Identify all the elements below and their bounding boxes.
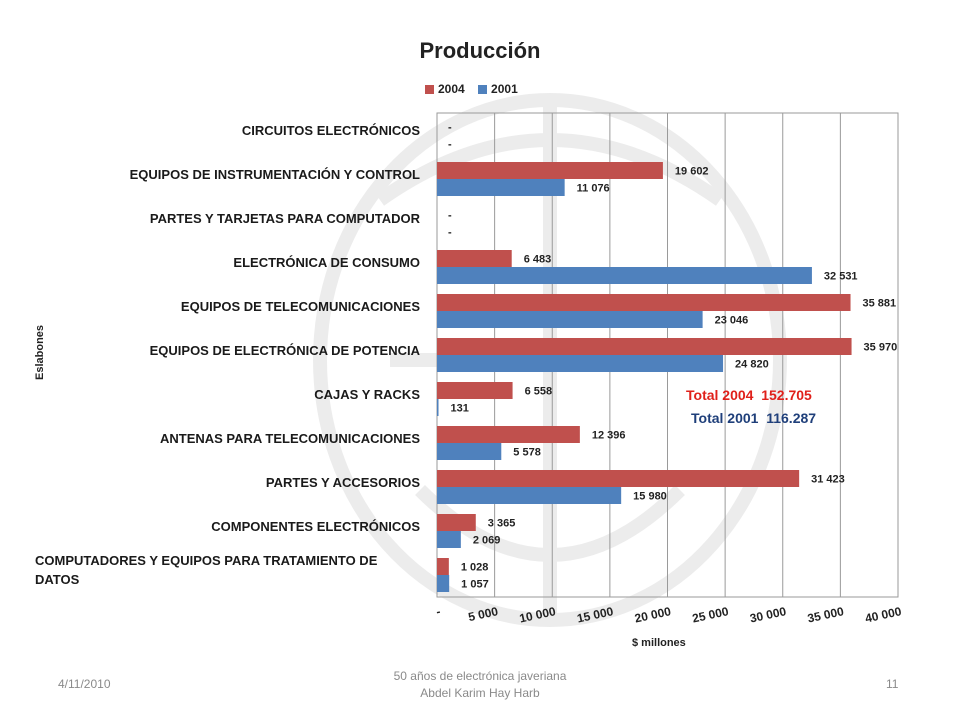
bar-2004-1 xyxy=(437,162,663,179)
legend-label-2004: 2004 xyxy=(438,82,465,96)
x-tick-label: 5 000 xyxy=(467,604,500,624)
bar-2001-1 xyxy=(437,179,565,196)
chart-title: Producción xyxy=(419,38,541,63)
category-label-line: ANTENAS PARA TELECOMUNICACIONES xyxy=(159,430,420,446)
bar-2001-8 xyxy=(437,487,622,504)
legend-item-2004: 2004 xyxy=(425,82,468,96)
category-label-line: EQUIPOS DE INSTRUMENTACIÓN Y CONTROL xyxy=(129,166,420,182)
category-label-line: EQUIPOS DE TELECOMUNICACIONES xyxy=(180,298,420,314)
category-label: PARTES Y TARJETAS PARA COMPUTADOR xyxy=(150,209,420,228)
total-2004-label: Total 2004 xyxy=(686,387,754,403)
legend-swatch-2001 xyxy=(478,85,488,95)
category-label: EQUIPOS DE ELECTRÓNICA DE POTENCIA xyxy=(150,341,420,360)
total-2004-value: 152.705 xyxy=(761,387,812,403)
data-label-2004: 6 483 xyxy=(524,254,552,266)
bar-2004-7 xyxy=(437,426,580,443)
data-label-2001: 23 046 xyxy=(715,315,749,327)
x-axis-title: $ millones xyxy=(632,637,686,649)
category-label-line: DATOS xyxy=(35,572,80,587)
bar-2001-3 xyxy=(437,267,812,284)
total-2001-value: 116.287 xyxy=(766,410,817,426)
x-tick-label: - xyxy=(435,604,442,619)
data-label-2001: 24 820 xyxy=(735,359,769,371)
x-tick-label: 10 000 xyxy=(518,604,557,625)
footer-line-2: Abdel Karim Hay Harb xyxy=(420,686,540,700)
category-label: COMPONENTES ELECTRÓNICOS xyxy=(211,517,420,536)
data-label-2001: 2 069 xyxy=(473,535,501,547)
category-label: CIRCUITOS ELECTRÓNICOS xyxy=(242,121,420,140)
x-tick-label: 35 000 xyxy=(806,604,845,625)
x-tick-label: 25 000 xyxy=(691,604,730,625)
category-label: EQUIPOS DE TELECOMUNICACIONES xyxy=(181,297,420,316)
category-label-line: COMPONENTES ELECTRÓNICOS xyxy=(211,518,420,534)
bar-2001-9 xyxy=(437,531,461,548)
bar-2001-5 xyxy=(437,355,724,372)
total-2001-annotation: Total 2001 116.287 xyxy=(691,410,816,426)
footer-line-1: 50 años de electrónica javeriana xyxy=(393,669,567,683)
footer-center: 50 años de electrónica javeriana Abdel K… xyxy=(330,668,630,702)
bar-2001-10 xyxy=(437,575,450,592)
category-label: CAJAS Y RACKS xyxy=(314,385,420,404)
data-label-2001: 131 xyxy=(451,403,469,415)
x-tick-label: 30 000 xyxy=(749,604,788,625)
x-tick-label: 40 000 xyxy=(864,604,903,625)
data-label-2004: - xyxy=(448,210,452,222)
data-label-2001: - xyxy=(448,139,452,151)
category-label-line: PARTES Y ACCESORIOS xyxy=(265,474,420,490)
category-label: EQUIPOS DE INSTRUMENTACIÓN Y CONTROL xyxy=(130,165,420,184)
category-label-line: COMPUTADORES Y EQUIPOS PARA TRATAMIENTO … xyxy=(35,553,378,568)
footer-date: 4/11/2010 xyxy=(58,677,111,691)
data-label-2001: 5 578 xyxy=(513,447,541,459)
data-label-2004: 12 396 xyxy=(592,430,626,442)
category-label-line: EQUIPOS DE ELECTRÓNICA DE POTENCIA xyxy=(149,342,420,358)
bar-2004-10 xyxy=(437,558,449,575)
category-label: COMPUTADORES Y EQUIPOS PARA TRATAMIENTO … xyxy=(35,551,377,589)
legend: 2004 2001 xyxy=(425,82,528,96)
data-label-2001: 15 980 xyxy=(633,491,667,503)
data-label-2004: - xyxy=(448,122,452,134)
data-label-2004: 3 365 xyxy=(488,518,516,530)
bar-2004-8 xyxy=(437,470,800,487)
data-label-2004: 35 881 xyxy=(863,298,897,310)
x-tick-label: 15 000 xyxy=(576,604,615,625)
category-label-line: PARTES Y TARJETAS PARA COMPUTADOR xyxy=(149,210,420,226)
data-label-2001: - xyxy=(448,227,452,239)
category-label: ANTENAS PARA TELECOMUNICACIONES xyxy=(160,429,420,448)
data-label-2004: 19 602 xyxy=(675,166,709,178)
legend-label-2001: 2001 xyxy=(491,82,518,96)
data-label-2004: 1 028 xyxy=(461,562,489,574)
legend-item-2001: 2001 xyxy=(478,82,518,96)
data-label-2001: 1 057 xyxy=(461,579,489,591)
footer-page-number: 11 xyxy=(886,677,899,691)
bar-2004-5 xyxy=(437,338,852,355)
bar-2004-4 xyxy=(437,294,851,311)
total-2001-label: Total 2001 xyxy=(691,410,759,426)
x-tick-label: 20 000 xyxy=(633,604,672,625)
data-label-2001: 11 076 xyxy=(577,183,610,195)
legend-swatch-2004 xyxy=(425,85,434,95)
bar-2004-3 xyxy=(437,250,512,267)
data-label-2001: 32 531 xyxy=(824,271,858,283)
bar-2001-4 xyxy=(437,311,703,328)
category-label-line: CIRCUITOS ELECTRÓNICOS xyxy=(241,122,420,138)
bar-2001-7 xyxy=(437,443,502,460)
bar-2001-6 xyxy=(437,399,439,416)
category-label: PARTES Y ACCESORIOS xyxy=(266,473,420,492)
total-2004-annotation: Total 2004 152.705 xyxy=(686,387,812,403)
data-label-2004: 35 970 xyxy=(864,342,898,354)
category-label-line: ELECTRÓNICA DE CONSUMO xyxy=(233,254,420,270)
data-label-2004: 31 423 xyxy=(811,474,845,486)
bar-2004-6 xyxy=(437,382,513,399)
category-label: ELECTRÓNICA DE CONSUMO xyxy=(233,253,420,272)
bar-2004-9 xyxy=(437,514,476,531)
data-label-2004: 6 558 xyxy=(525,386,553,398)
category-label-line: CAJAS Y RACKS xyxy=(314,386,420,402)
